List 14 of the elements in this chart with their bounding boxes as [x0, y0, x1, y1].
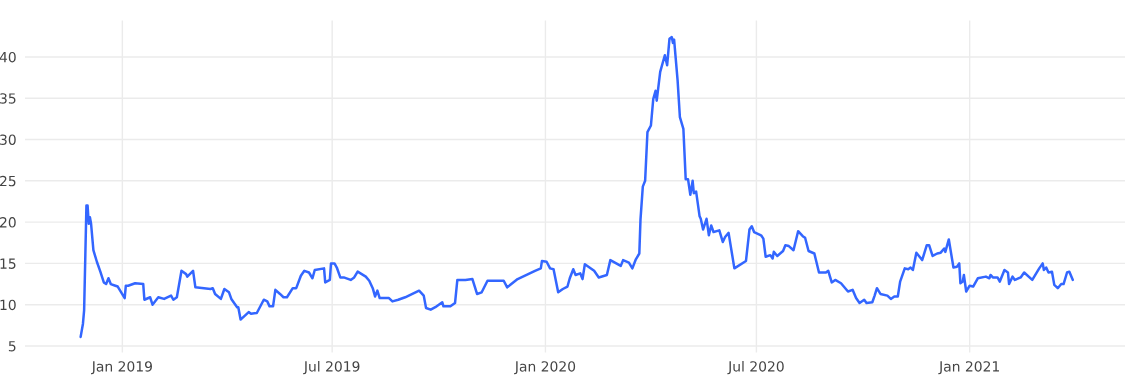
- x-tick-label: Jan 2019: [91, 361, 152, 375]
- y-tick-label: 40: [0, 51, 16, 63]
- y-tick-label: 25: [0, 175, 16, 187]
- x-tick-label: Jan 2020: [514, 361, 576, 375]
- y-tick-label: 10: [0, 299, 16, 311]
- x-tick-label: Jul 2019: [303, 360, 360, 375]
- line-series: [79, 35, 1075, 339]
- y-tick-label: 20: [0, 217, 16, 228]
- x-tick-label: Jan 2021: [938, 361, 999, 375]
- x-tick-label: Jul 2020: [727, 360, 784, 375]
- y-tick-label: 5: [8, 341, 16, 352]
- y-tick-label: 30: [0, 134, 16, 145]
- y-tick-label: 15: [0, 258, 16, 269]
- y-tick-label: 35: [0, 93, 16, 104]
